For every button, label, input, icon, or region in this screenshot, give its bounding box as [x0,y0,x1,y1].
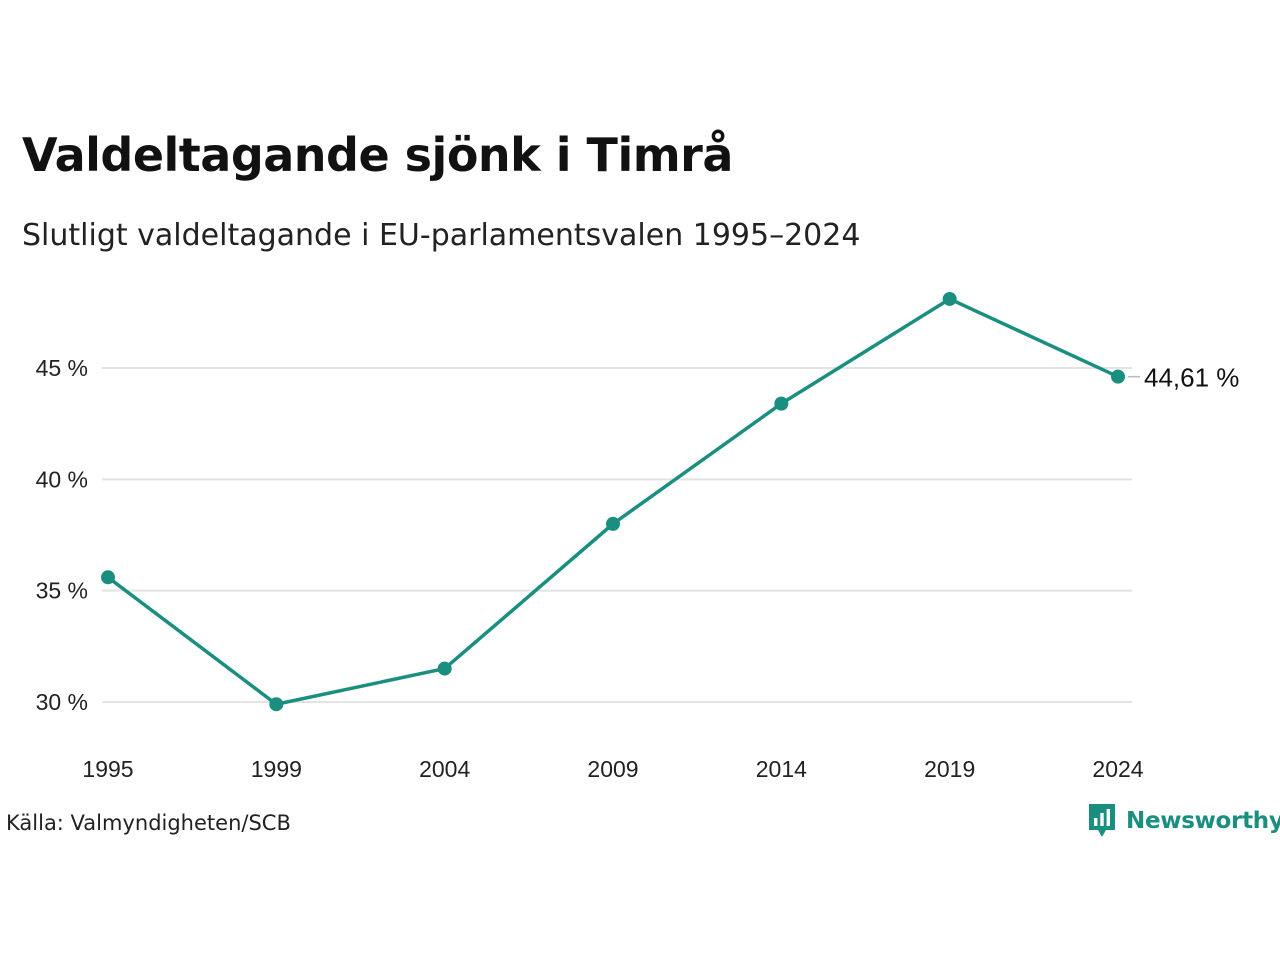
y-tick-label: 45 % [36,355,88,381]
bar-chart-speech-bubble-icon [1089,804,1115,837]
data-point [774,396,789,411]
data-point [1111,369,1125,384]
x-tick-label: 1995 [82,756,133,782]
y-axis-tick-labels: 30 % 35 % 40 % 45 % [36,355,88,715]
data-point [437,661,452,676]
x-tick-label: 1999 [251,756,302,782]
series-layer [101,291,1125,712]
end-label-layer: 44,61 % [1128,363,1239,393]
y-tick-label: 30 % [36,689,88,715]
x-tick-label: 2009 [587,756,638,782]
x-tick-label: 2004 [419,756,470,782]
end-value-label: 44,61 % [1144,363,1239,393]
data-point [942,291,957,306]
x-axis-tick-labels: 1995 1999 2004 2009 2014 2019 2024 [82,756,1143,782]
series-line [106,297,1120,706]
data-point [606,516,620,531]
y-tick-label: 40 % [36,466,88,492]
source-note: Källa: Valmyndigheten/SCB [6,811,291,835]
data-point [269,697,284,712]
chart-subtitle: Slutligt valdeltagande i EU-parlamentsva… [22,218,861,253]
gridlines [102,367,1132,703]
data-point [101,570,115,585]
newsworthy-logo: Newsworthy [1088,803,1280,839]
chart-title: Valdeltagande sjönk i Timrå [22,128,733,182]
y-tick-label: 35 % [36,578,88,604]
brand-name: Newsworthy [1126,808,1280,834]
x-tick-label: 2019 [924,756,975,782]
x-tick-label: 2024 [1092,756,1143,782]
x-tick-label: 2014 [756,756,807,782]
